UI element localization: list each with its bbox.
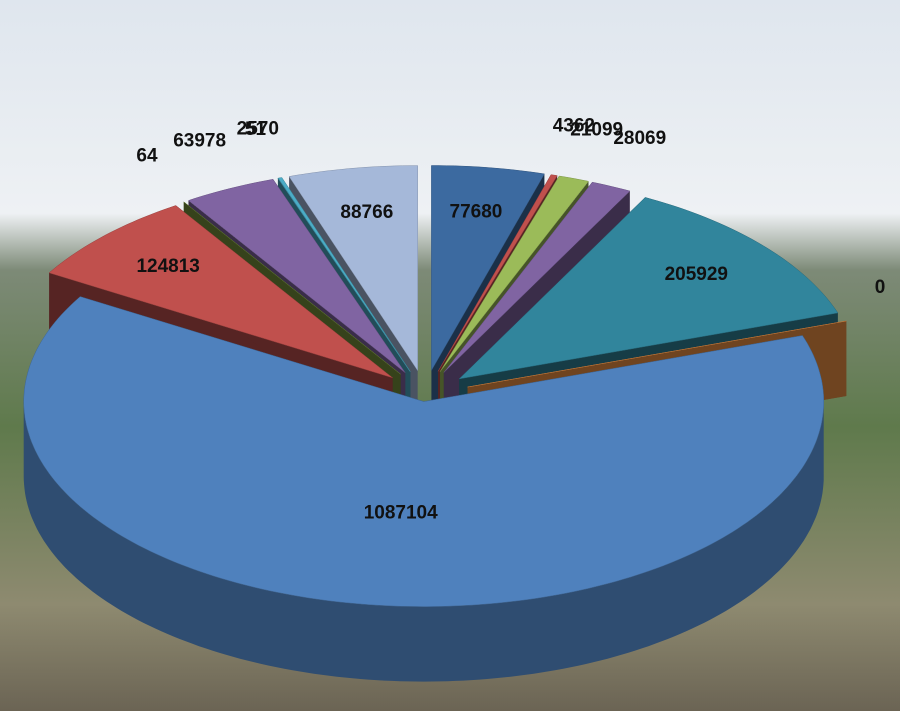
slice	[277, 177, 411, 372]
slice	[288, 165, 418, 372]
data-label: 1087104	[364, 503, 438, 524]
data-label: 205929	[665, 264, 728, 285]
data-label: 2570	[237, 119, 279, 140]
data-label: 124813	[136, 256, 199, 277]
slice	[443, 181, 631, 373]
data-label: 0	[875, 277, 886, 298]
slice	[431, 165, 545, 372]
data-label: 63978	[173, 131, 226, 152]
data-label: 51	[245, 119, 267, 140]
data-label: 4362	[553, 116, 595, 137]
data-label: 28069	[613, 128, 666, 149]
slice	[23, 296, 824, 607]
slice	[187, 179, 406, 373]
data-label: 77680	[450, 201, 503, 222]
slice	[437, 174, 558, 372]
slice	[183, 201, 401, 375]
data-label: 88766	[340, 202, 393, 223]
slice	[467, 320, 847, 388]
slice	[439, 175, 589, 372]
slice	[458, 197, 839, 380]
data-label: 21099	[570, 119, 623, 140]
slice-side	[23, 401, 824, 682]
slice	[48, 205, 393, 379]
data-label: 64	[136, 145, 158, 166]
